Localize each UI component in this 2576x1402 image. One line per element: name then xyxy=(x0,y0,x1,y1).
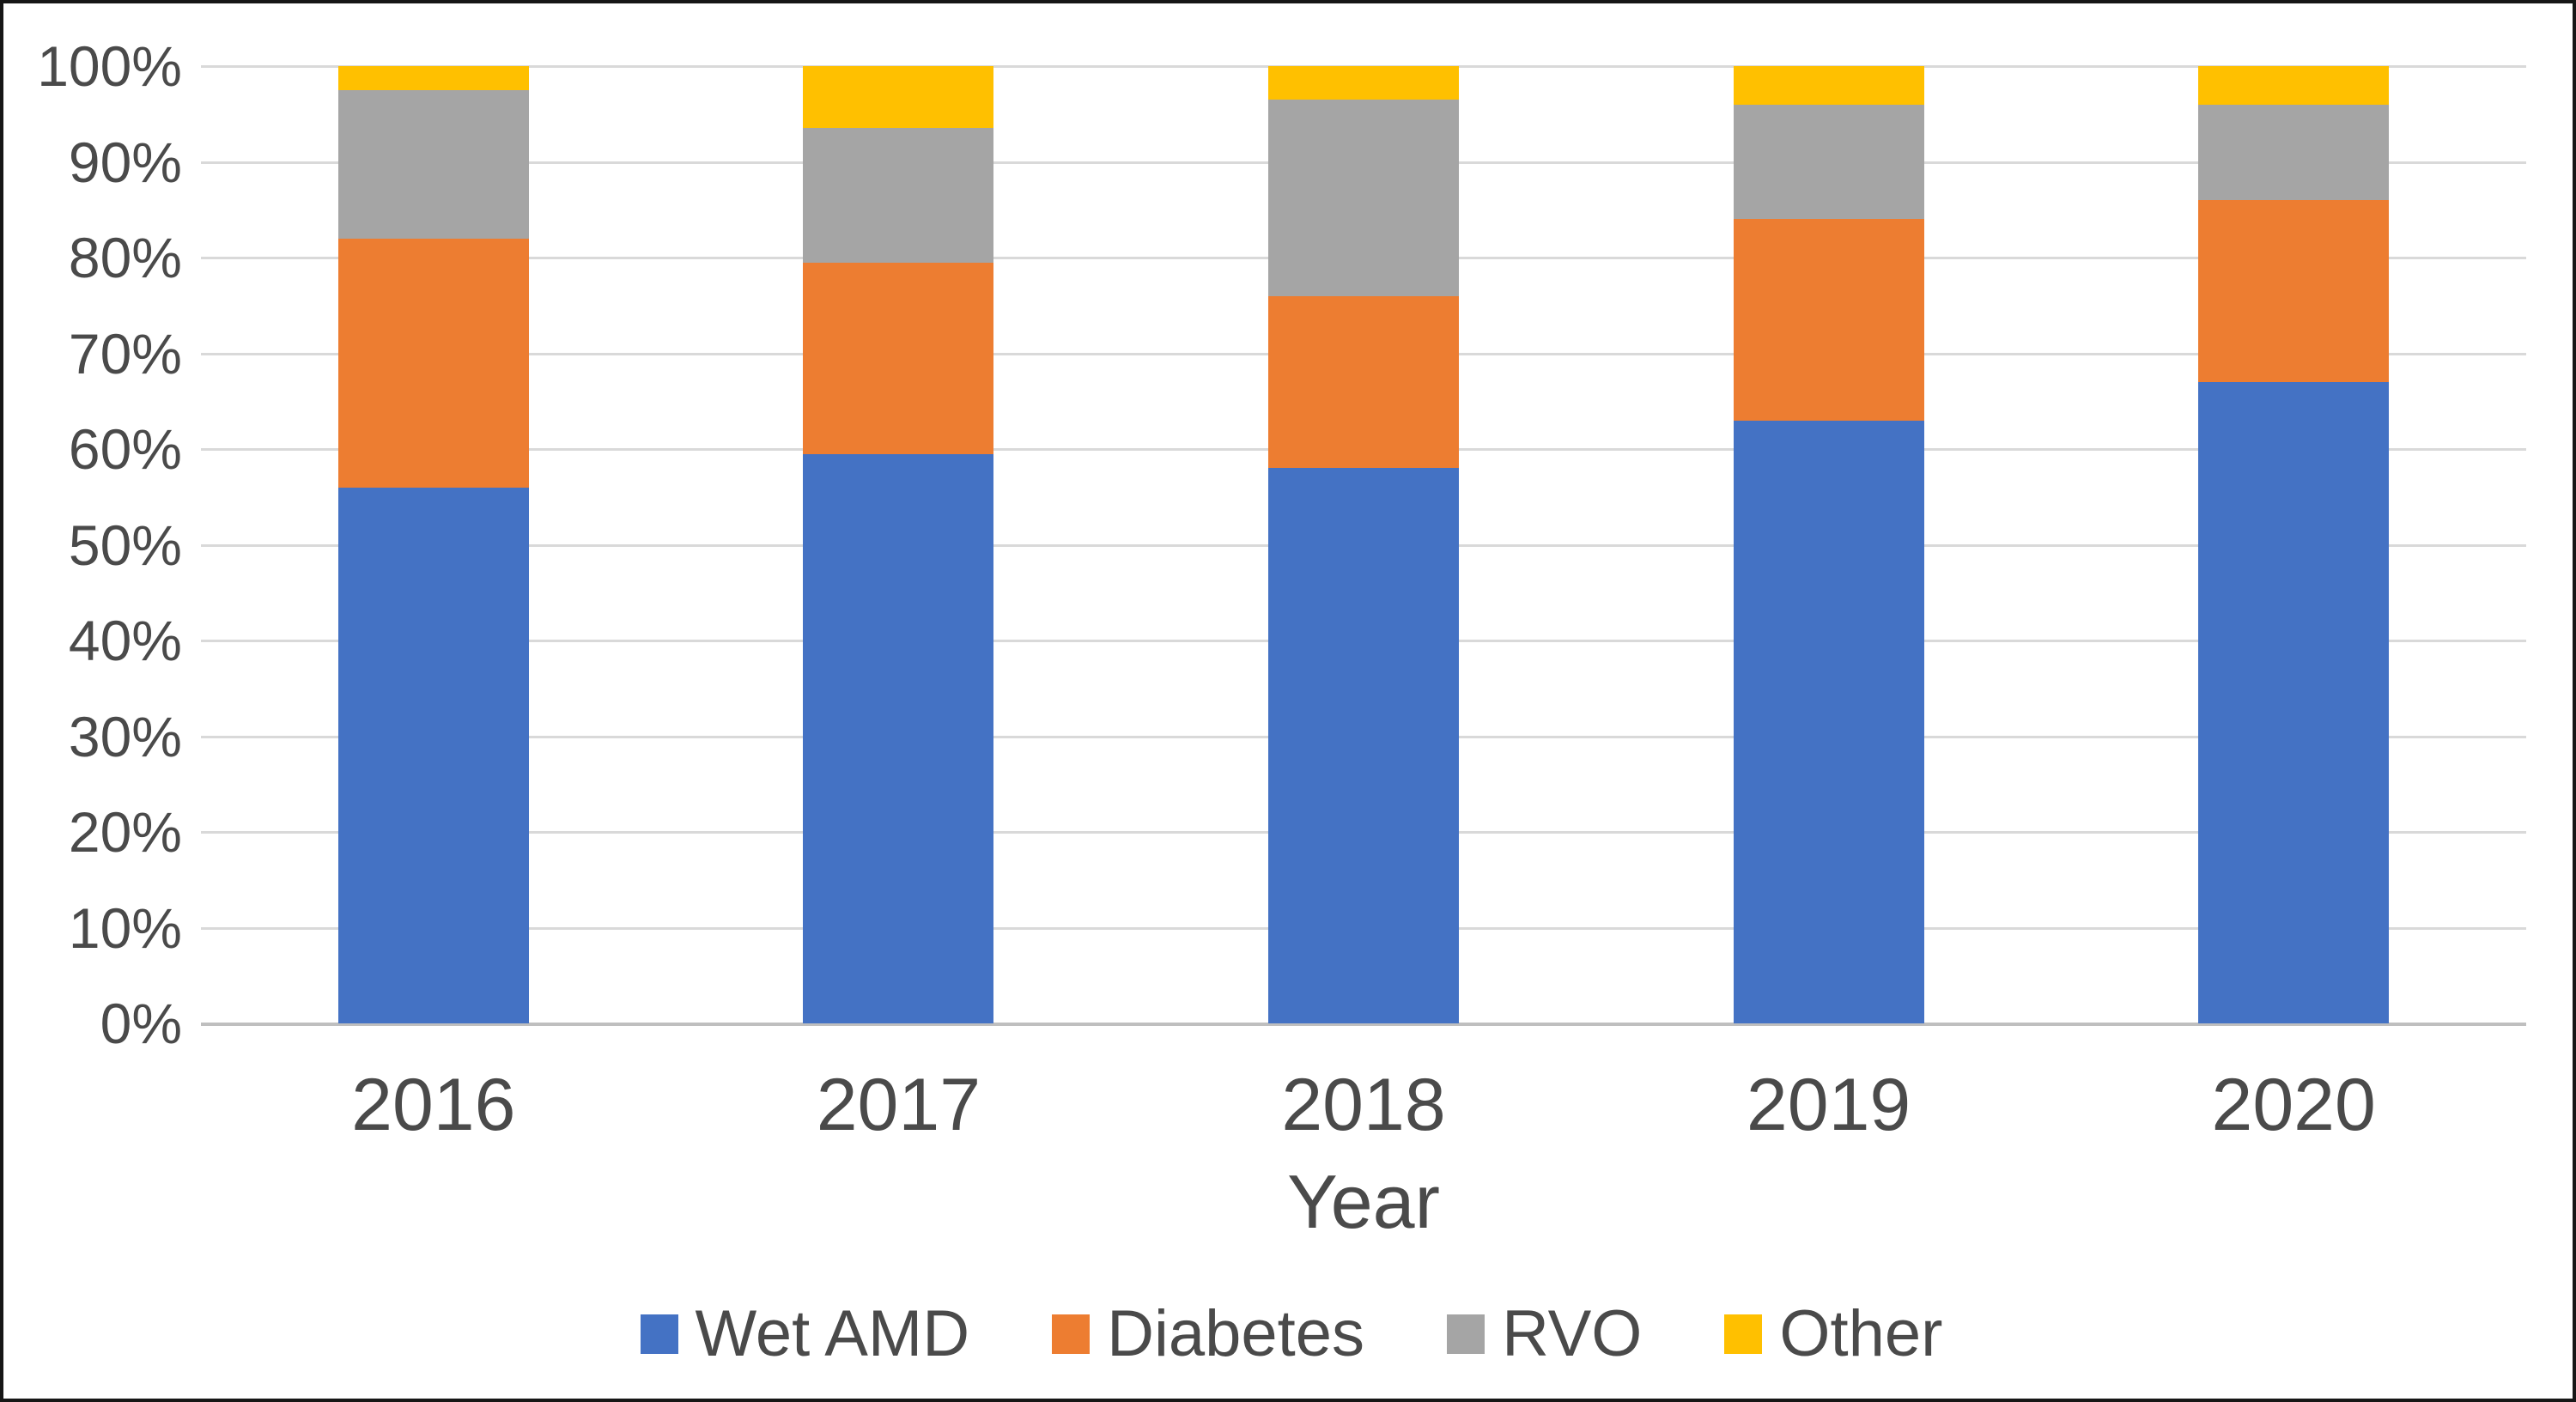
y-tick-label: 90% xyxy=(68,130,182,194)
bar-segment-wet-amd-2019 xyxy=(1733,420,1924,1023)
bar-segment-diabetes-2020 xyxy=(2198,200,2390,382)
x-tick-label: 2020 xyxy=(2211,1064,2376,1146)
legend-item-diabetes: Diabetes xyxy=(1052,1302,1364,1367)
y-tick-label: 40% xyxy=(68,609,182,672)
bar-segment-diabetes-2016 xyxy=(337,238,529,488)
legend-label: Wet AMD xyxy=(695,1297,970,1370)
legend-label: Diabetes xyxy=(1107,1297,1365,1370)
y-tick-label: 20% xyxy=(68,800,182,864)
legend-item-other: Other xyxy=(1724,1302,1942,1367)
bar-segment-rvo-2018 xyxy=(1268,100,1459,296)
bar-segment-diabetes-2017 xyxy=(803,262,994,454)
bar-segment-wet-amd-2020 xyxy=(2198,381,2390,1023)
bar-segment-wet-amd-2018 xyxy=(1268,468,1459,1023)
legend-item-wet-amd: Wet AMD xyxy=(640,1297,970,1370)
bar-segment-other-2020 xyxy=(2198,66,2390,105)
bar-segment-wet-amd-2017 xyxy=(803,453,994,1023)
y-tick-label: 50% xyxy=(68,513,182,577)
bar-segment-rvo-2020 xyxy=(2198,104,2390,201)
legend-swatch-icon xyxy=(1447,1314,1485,1354)
legend-label: RVO xyxy=(1502,1297,1643,1370)
bar-segment-other-2017 xyxy=(803,66,994,129)
y-tick-label: 0% xyxy=(100,992,182,1055)
y-tick-label: 70% xyxy=(68,321,182,385)
bar-segment-wet-amd-2016 xyxy=(337,487,529,1023)
x-axis-line xyxy=(201,1023,2526,1026)
legend-item-rvo: RVO xyxy=(1447,1302,1642,1367)
y-tick-label: 10% xyxy=(68,895,182,960)
x-tick-label: 2016 xyxy=(351,1064,516,1146)
legend-swatch-icon xyxy=(1052,1314,1091,1354)
y-tick-label: 100% xyxy=(37,34,182,98)
x-tick-label: 2017 xyxy=(816,1064,981,1146)
legend-swatch-icon xyxy=(640,1314,678,1354)
x-axis-title: Year xyxy=(1287,1159,1440,1244)
bar-segment-rvo-2019 xyxy=(1733,104,1924,220)
bar-segment-diabetes-2018 xyxy=(1268,295,1459,469)
y-tick-label: 80% xyxy=(68,226,182,289)
legend-label: Other xyxy=(1779,1297,1943,1370)
x-tick-label: 2018 xyxy=(1281,1064,1446,1146)
legend: Wet AMD Diabetes RVO Other xyxy=(3,1290,2573,1379)
bar-segment-rvo-2017 xyxy=(803,128,994,263)
y-tick-label: 30% xyxy=(68,704,182,768)
bar-segment-rvo-2016 xyxy=(337,89,529,239)
bar-segment-other-2018 xyxy=(1268,66,1459,100)
x-tick-label: 2019 xyxy=(1746,1064,1911,1146)
bar-segment-diabetes-2019 xyxy=(1733,219,1924,421)
legend-swatch-icon xyxy=(1724,1314,1763,1354)
bar-segment-other-2019 xyxy=(1733,66,1924,105)
bar-segment-other-2016 xyxy=(337,66,529,90)
y-tick-label: 60% xyxy=(68,417,182,481)
